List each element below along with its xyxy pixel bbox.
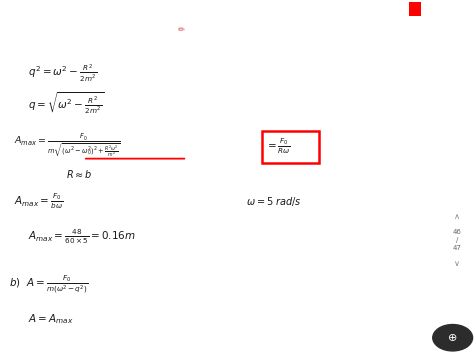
Text: $A_{max} = \frac{F_0}{b\omega}$: $A_{max} = \frac{F_0}{b\omega}$ bbox=[14, 191, 64, 211]
Text: ⋮: ⋮ bbox=[429, 24, 439, 34]
Text: $\omega = 5\ rad/s$: $\omega = 5\ rad/s$ bbox=[246, 195, 302, 208]
Text: ↺: ↺ bbox=[73, 24, 83, 34]
Text: ○: ○ bbox=[228, 25, 235, 34]
Text: $A_{max} = \frac{48}{60\times5} = 0.16m$: $A_{max} = \frac{48}{60\times5} = 0.16m$ bbox=[28, 228, 136, 246]
Text: ⊕: ⊕ bbox=[448, 333, 457, 343]
Text: ∨: ∨ bbox=[455, 260, 460, 268]
Text: $q = \sqrt{\omega^2 - \frac{R^2}{2m^2}}$: $q = \sqrt{\omega^2 - \frac{R^2}{2m^2}}$ bbox=[28, 91, 105, 116]
Text: ω: ω bbox=[260, 25, 267, 34]
Text: 11:01 AM  Mon Mar 7: 11:01 AM Mon Mar 7 bbox=[9, 6, 68, 11]
Text: 46
/
47: 46 / 47 bbox=[453, 229, 462, 251]
Text: $A_{max} = \frac{F_0}{m\sqrt{(\omega^2-\omega_0^2)^2 + \frac{R^2\omega^2}{m^2}}}: $A_{max} = \frac{F_0}{m\sqrt{(\omega^2-\… bbox=[14, 133, 120, 159]
Text: $q^2 = \omega^2 - \frac{R^2}{2m^2}$: $q^2 = \omega^2 - \frac{R^2}{2m^2}$ bbox=[28, 63, 98, 84]
Circle shape bbox=[433, 324, 473, 351]
Text: ● ▼ 99% 🔋: ● ▼ 99% 🔋 bbox=[424, 7, 448, 11]
Text: 🔗: 🔗 bbox=[275, 26, 279, 33]
Text: T: T bbox=[154, 25, 160, 34]
Text: $A = A_{max}$: $A = A_{max}$ bbox=[28, 312, 74, 326]
Text: 🎤: 🎤 bbox=[325, 25, 330, 34]
Text: /: / bbox=[197, 24, 200, 34]
Text: ◇: ◇ bbox=[211, 25, 218, 34]
Text: $= \frac{F_0}{R\omega}$: $= \frac{F_0}{R\omega}$ bbox=[265, 136, 292, 156]
Text: ∧: ∧ bbox=[455, 212, 460, 221]
Text: +: + bbox=[412, 24, 422, 34]
Text: $R \approx b$: $R \approx b$ bbox=[66, 168, 93, 180]
Text: ⬜: ⬜ bbox=[446, 25, 451, 34]
Text: ω: ω bbox=[244, 25, 251, 34]
Text: <: < bbox=[7, 24, 15, 34]
Text: $b)\ \ A = \frac{F_0}{m(\omega^2-q^2)}$: $b)\ \ A = \frac{F_0}{m(\omega^2-q^2)}$ bbox=[9, 273, 89, 296]
Text: ✏: ✏ bbox=[178, 25, 185, 34]
Text: ⬆: ⬆ bbox=[26, 25, 32, 34]
Bar bbox=[409, 2, 421, 16]
